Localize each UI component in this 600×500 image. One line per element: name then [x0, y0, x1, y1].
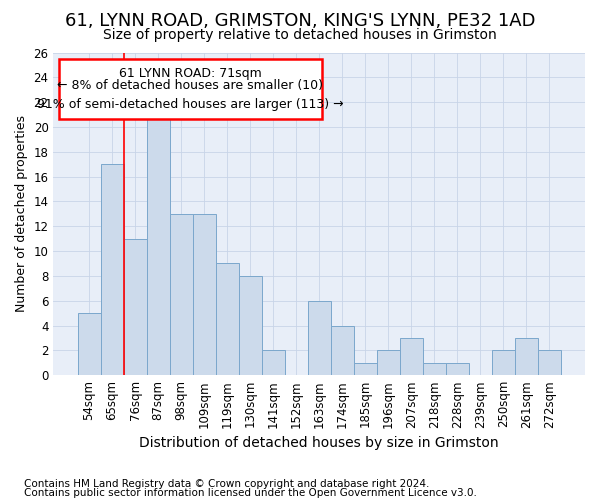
Bar: [193, 214, 215, 375]
Text: 61, LYNN ROAD, GRIMSTON, KING'S LYNN, PE32 1AD: 61, LYNN ROAD, GRIMSTON, KING'S LYNN, PE…: [65, 12, 535, 30]
Bar: [538, 350, 561, 375]
Bar: [331, 326, 354, 375]
Bar: [515, 338, 538, 375]
Bar: [146, 102, 170, 375]
Text: 61 LYNN ROAD: 71sqm: 61 LYNN ROAD: 71sqm: [119, 67, 262, 80]
Text: Contains HM Land Registry data © Crown copyright and database right 2024.: Contains HM Land Registry data © Crown c…: [24, 479, 430, 489]
Bar: [262, 350, 284, 375]
FancyBboxPatch shape: [59, 59, 322, 118]
Bar: [423, 363, 446, 375]
Bar: [446, 363, 469, 375]
Bar: [101, 164, 124, 375]
Bar: [124, 238, 146, 375]
Bar: [400, 338, 423, 375]
Bar: [308, 300, 331, 375]
Bar: [354, 363, 377, 375]
X-axis label: Distribution of detached houses by size in Grimston: Distribution of detached houses by size …: [139, 436, 499, 450]
Bar: [215, 264, 239, 375]
Y-axis label: Number of detached properties: Number of detached properties: [15, 116, 28, 312]
Bar: [377, 350, 400, 375]
Text: Size of property relative to detached houses in Grimston: Size of property relative to detached ho…: [103, 28, 497, 42]
Bar: [170, 214, 193, 375]
Bar: [492, 350, 515, 375]
Text: ← 8% of detached houses are smaller (10): ← 8% of detached houses are smaller (10): [57, 79, 323, 92]
Text: 91% of semi-detached houses are larger (113) →: 91% of semi-detached houses are larger (…: [37, 98, 344, 110]
Bar: [77, 313, 101, 375]
Text: Contains public sector information licensed under the Open Government Licence v3: Contains public sector information licen…: [24, 488, 477, 498]
Bar: [239, 276, 262, 375]
